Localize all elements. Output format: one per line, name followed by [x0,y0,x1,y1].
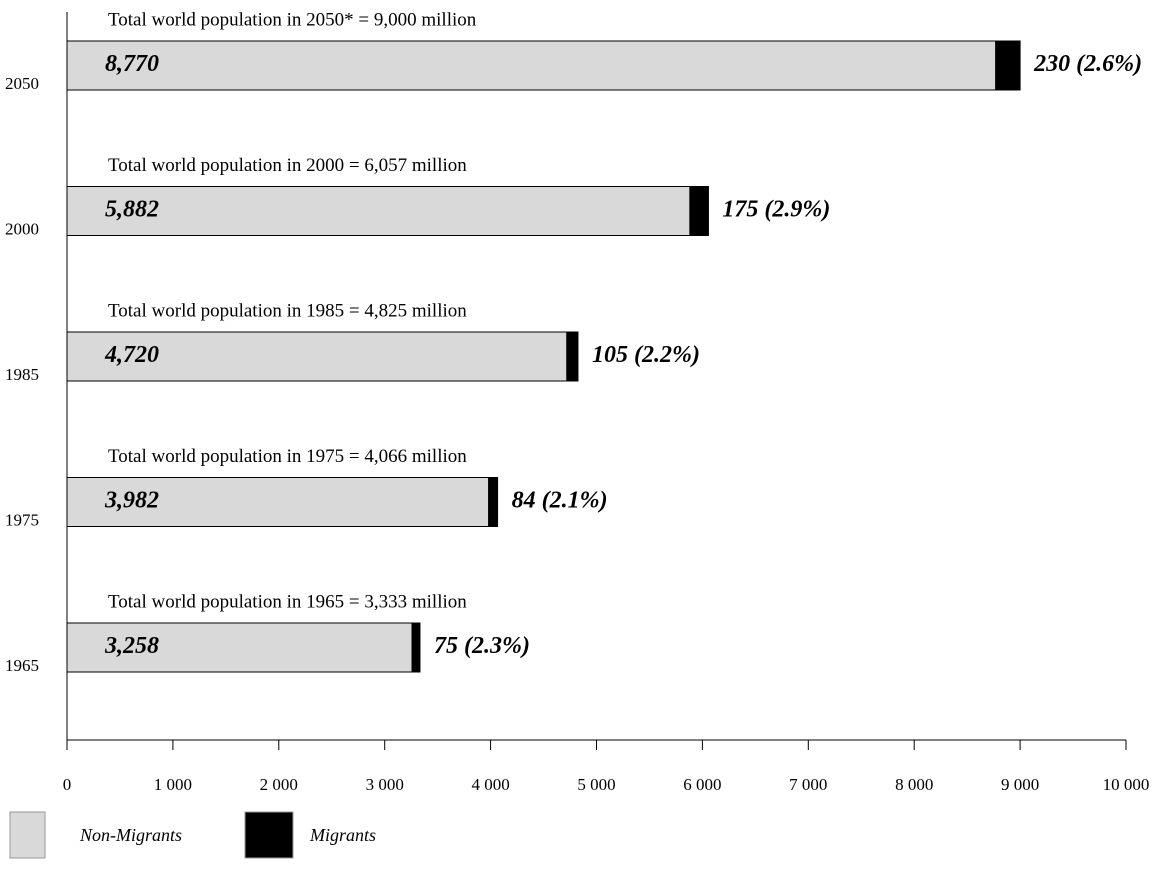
bar-segment [488,477,499,527]
bar-segment [995,40,1021,91]
category-label: 1965 [5,656,39,675]
legend-swatch [9,811,46,859]
annotation: Total world population in 2050* = 9,000 … [108,9,477,30]
x-tick-label: 6 000 [683,775,721,794]
bar-segment [66,331,568,382]
annotation: Total world population in 1965 = 3,333 m… [108,591,467,612]
x-tick-label: 3 000 [366,775,404,794]
category-label: 2050 [5,74,39,93]
x-tick-label: 4 000 [471,775,509,794]
value-label: 5,882 [105,197,159,223]
annotation: Total world population in 1985 = 4,825 m… [108,300,467,321]
x-tick-label: 10 000 [1103,775,1150,794]
value-label: 75 (2.3%) [434,633,530,659]
value-label: 8,770 [105,51,159,77]
x-tick-label: 7 000 [789,775,827,794]
bar-segment [411,622,421,673]
value-label: 105 (2.2%) [592,342,700,368]
category-label: 1985 [5,365,39,384]
bar-segment [66,40,997,91]
value-label: 3,982 [104,488,159,514]
bar-segment [566,331,579,382]
bar-segment [66,622,413,673]
x-tick-label: 2 000 [260,775,298,794]
x-tick-label: 1 000 [154,775,192,794]
legend-label: Migrants [309,825,376,845]
value-label: 4,720 [104,342,159,368]
category-label: 2000 [5,219,39,238]
annotation: Total world population in 1975 = 4,066 m… [108,446,467,467]
annotation: Total world population in 2000 = 6,057 m… [108,155,467,176]
bar-segment [66,477,490,527]
value-label: 84 (2.1%) [512,488,608,514]
bar-segment [66,186,691,236]
bar-segment [689,186,709,236]
value-label: 175 (2.9%) [722,197,830,223]
x-tick-label: 9 000 [1001,775,1039,794]
value-label: 230 (2.6%) [1033,51,1142,77]
value-label: 3,258 [104,633,159,659]
x-tick-label: 5 000 [577,775,615,794]
x-tick-label: 0 [63,775,72,794]
legend-swatch [244,811,294,859]
category-label: 1975 [5,510,39,529]
x-tick-label: 8 000 [895,775,933,794]
legend-label: Non-Migrants [79,825,182,845]
